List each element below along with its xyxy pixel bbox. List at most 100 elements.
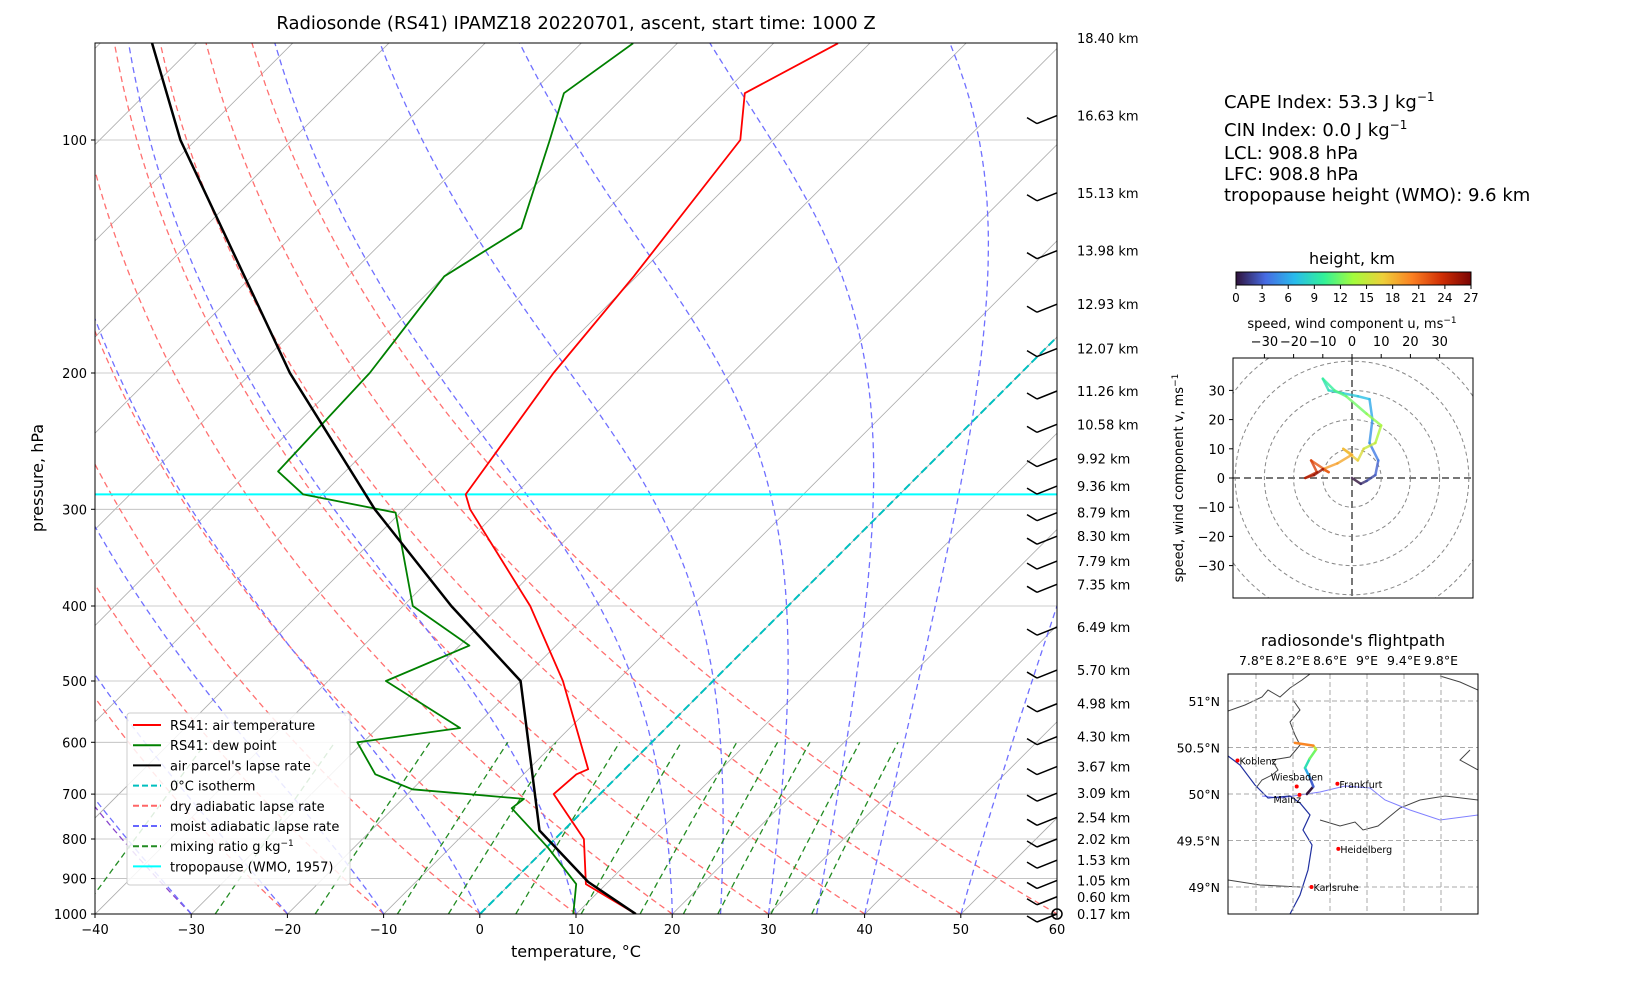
dry-adiabat-line <box>159 43 866 914</box>
height-label: 1.05 km <box>1077 874 1130 889</box>
unit-sup: −1 <box>280 839 293 849</box>
height-label: 15.13 km <box>1077 187 1139 202</box>
x-axis-label: temperature, °C <box>511 942 641 961</box>
wind-barb-staff <box>1036 765 1058 776</box>
state-border <box>1228 879 1301 888</box>
wind-barb <box>1026 669 1058 679</box>
map-lon-label: 9.8°E <box>1424 653 1458 668</box>
wind-barb <box>1026 390 1058 400</box>
wind-barb-staff <box>1036 485 1058 495</box>
wind-barb-staff <box>1036 457 1058 468</box>
cin-unit-sup: −1 <box>1389 118 1408 132</box>
x-tick-label: 20 <box>664 923 681 938</box>
map-lon-label: 8.6°E <box>1313 653 1347 668</box>
wind-barb-flag <box>1026 818 1038 826</box>
y-tick-label: 200 <box>62 367 87 382</box>
wind-barb-flag <box>1026 794 1038 802</box>
state-border <box>1459 749 1478 771</box>
map-lat-label: 50°N <box>1188 787 1220 802</box>
dry-adiabat-line <box>95 912 96 914</box>
wind-barb <box>1026 838 1058 848</box>
hodograph-x-tick-label: −10 <box>1309 335 1336 350</box>
hodograph-x-tick-label: 10 <box>1373 335 1390 350</box>
isotherm-line <box>95 43 390 338</box>
height-label: 7.35 km <box>1077 578 1130 593</box>
map-lon-label: 8.2°E <box>1276 653 1310 668</box>
colorbar-tick-label: 15 <box>1359 291 1374 305</box>
wind-barb <box>1026 816 1058 826</box>
hodograph-segment <box>1321 462 1339 471</box>
wind-barb-flag <box>1026 628 1038 636</box>
wind-barb-flag <box>1026 898 1038 906</box>
height-label: 2.54 km <box>1077 811 1130 826</box>
hodograph-segment <box>1341 447 1354 456</box>
map-frame <box>1227 673 1479 915</box>
wind-barb-flag <box>1026 840 1038 848</box>
colorbar-tick-label: 24 <box>1437 291 1452 305</box>
wind-barb <box>1026 765 1058 776</box>
calm-wind-marker <box>1051 908 1063 920</box>
height-label: 4.98 km <box>1077 698 1130 713</box>
wind-barb <box>1026 583 1058 593</box>
legend: RS41: air temperature RS41: dew point air … <box>126 712 351 886</box>
hodograph-segment <box>1312 467 1325 477</box>
wind-barb-flag <box>1026 392 1038 400</box>
wind-barb-flag <box>1026 487 1038 495</box>
cape-text: CAPE Index: 53.3 J kg <box>1224 92 1417 113</box>
moist-adiabat-line <box>864 43 990 914</box>
wind-barb <box>1026 511 1058 522</box>
wind-barb-staff <box>1036 249 1058 260</box>
hodograph-x-tick-label: 30 <box>1431 335 1448 350</box>
map-lat-label: 49°N <box>1188 880 1220 895</box>
hodograph-segment <box>1365 412 1383 427</box>
city-label: Koblenz <box>1240 757 1277 768</box>
wind-barb-staff <box>1036 192 1058 202</box>
dry-adiabat-line <box>205 43 962 914</box>
map-lon-label: 9°E <box>1356 653 1378 668</box>
wind-barb <box>1026 114 1058 125</box>
river-rhine <box>1228 755 1313 914</box>
wind-barb-staff <box>1036 838 1058 848</box>
y-tick-label: 100 <box>62 134 87 149</box>
wind-barb <box>1026 703 1058 713</box>
hodograph-segment <box>1344 394 1368 416</box>
hodograph-segment <box>1362 441 1377 451</box>
wind-barb-flag <box>1026 513 1038 522</box>
map-lat-label: 50.5°N <box>1177 741 1220 756</box>
hodograph-x-tick-label: −30 <box>1251 335 1278 350</box>
x-tick-label: 10 <box>568 923 585 938</box>
wind-barb-staff <box>1036 560 1058 570</box>
wind-barb-flag <box>1026 537 1038 545</box>
height-label: 5.70 km <box>1077 664 1130 679</box>
wind-barb <box>1026 535 1058 545</box>
wind-barb-staff <box>1036 303 1058 313</box>
wind-barb-staff <box>1036 423 1058 434</box>
hodograph-x-tick-label: 0 <box>1348 335 1356 350</box>
hodograph-segment <box>1374 424 1383 445</box>
wind-barb-staff <box>1036 511 1058 522</box>
map-lat-label: 51°N <box>1188 694 1220 709</box>
mixing-ratio-line <box>396 741 509 914</box>
legend-label: tropopause (WMO, 1957) <box>170 860 333 875</box>
wind-barb-flag <box>1026 671 1038 679</box>
hodograph-segment <box>1333 389 1348 398</box>
temperature-profile <box>464 43 839 914</box>
state-border <box>1439 675 1478 691</box>
isotherm-line <box>287 144 1057 914</box>
hodograph-segment <box>1309 459 1319 474</box>
wind-barb-staff <box>1036 583 1058 593</box>
hodograph-plot <box>1233 358 1473 598</box>
flightpath-segment <box>1308 748 1318 760</box>
x-tick-label: −10 <box>370 923 397 938</box>
city-label: Frankfurt <box>1339 780 1382 791</box>
wind-barb-staff <box>1036 114 1058 125</box>
lcl: LCL: 908.8 hPa <box>1224 143 1359 164</box>
wind-barb <box>1026 913 1058 923</box>
wind-barb <box>1026 423 1058 434</box>
x-tick-label: 40 <box>856 923 873 938</box>
state-border <box>1319 795 1478 831</box>
height-label: 2.02 km <box>1077 833 1130 848</box>
height-label: 8.30 km <box>1077 530 1130 545</box>
y-tick-label: 1000 <box>54 908 87 923</box>
